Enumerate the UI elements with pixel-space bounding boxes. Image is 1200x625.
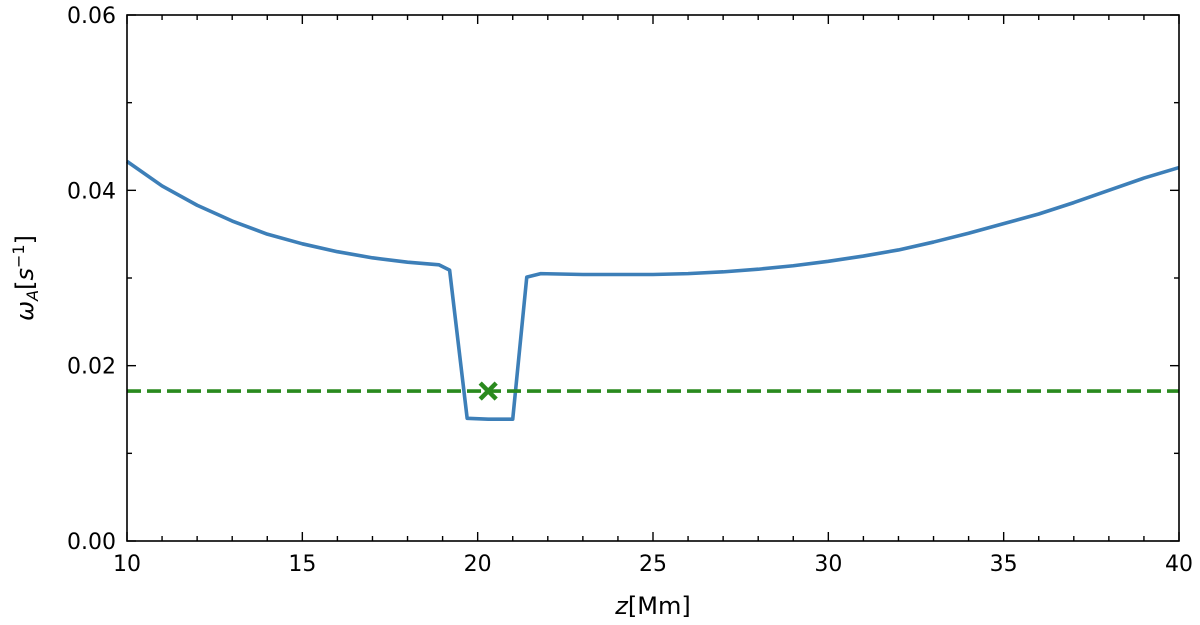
y-tick-label: 0.00 (67, 530, 116, 555)
x-axis-label: z[Mm] (614, 592, 690, 620)
omega-a-series-line (125, 159, 1180, 421)
x-tick-label: 25 (639, 552, 667, 577)
y-tick-label: 0.04 (67, 179, 116, 204)
x-tick-label: 15 (288, 552, 316, 577)
tick-labels: 10 15 20 25 30 35 40 0.00 0.02 0.04 0.06 (67, 4, 1193, 577)
y-tick-label: 0.06 (67, 4, 116, 29)
y-axis-label: ωA[s−1] (9, 235, 42, 321)
x-tick-label: 40 (1165, 552, 1193, 577)
plot-frame (126, 14, 1180, 542)
axis-ticks (126, 14, 1180, 542)
x-tick-label: 35 (990, 552, 1018, 577)
x-tick-label: 20 (464, 552, 492, 577)
x-tick-label: 30 (814, 552, 842, 577)
y-tick-label: 0.02 (67, 355, 116, 380)
x-marker (478, 381, 498, 401)
x-tick-label: 10 (113, 552, 141, 577)
series-layer (125, 159, 1180, 421)
